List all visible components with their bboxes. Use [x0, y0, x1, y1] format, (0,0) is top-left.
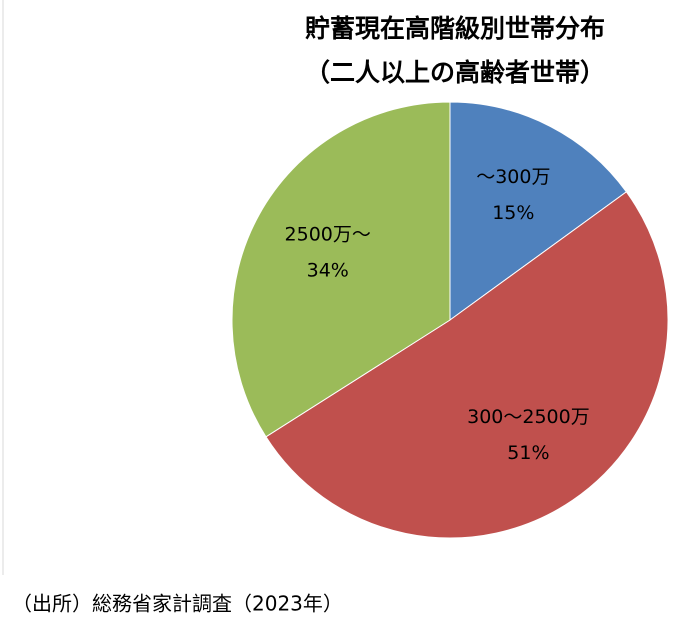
- chart-subtitle: （二人以上の高齢者世帯）: [305, 58, 605, 87]
- slice-label: 300～2500万: [467, 406, 590, 428]
- chart-title: 貯蓄現在高階級別世帯分布: [305, 14, 605, 43]
- slice-value-label: 15%: [492, 202, 534, 224]
- slice-label: ～300万: [476, 166, 550, 188]
- source-note: （出所）総務省家計調査（2023年）: [12, 592, 343, 616]
- slice-value-label: 51%: [507, 442, 549, 464]
- pie-slice: [265, 191, 669, 539]
- slice-label: 2500万～: [285, 223, 371, 245]
- pie-slice: [449, 101, 628, 321]
- pie-slice: [231, 101, 451, 438]
- slice-value-label: 34%: [307, 259, 349, 281]
